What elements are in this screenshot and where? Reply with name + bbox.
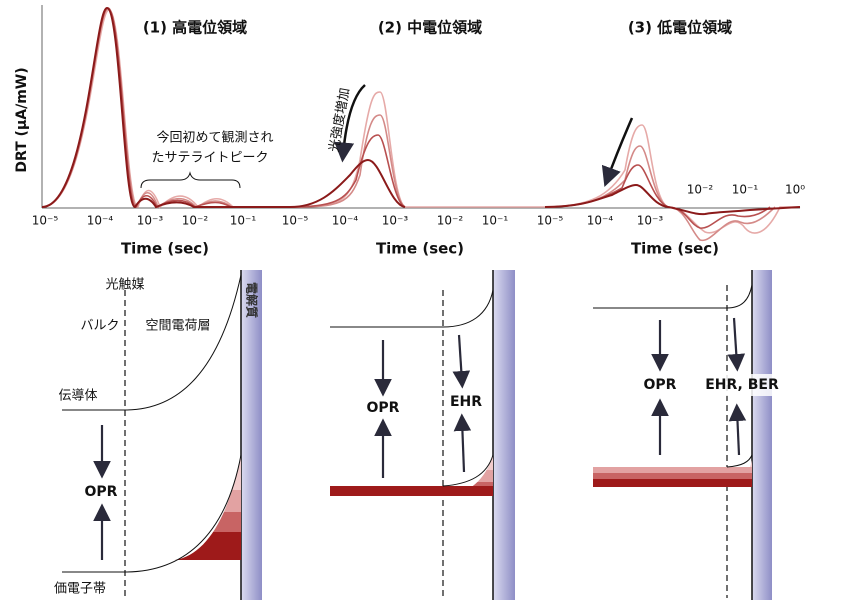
- x-tick-label: 10⁻¹: [482, 214, 509, 228]
- annotation: たサテライトピーク: [151, 151, 268, 166]
- label: バルク: [80, 319, 119, 334]
- x-tick-label: 10⁻³: [137, 214, 164, 228]
- x-axis-label: Time (sec): [121, 240, 209, 258]
- panel-title: (1) 高電位領域: [143, 19, 247, 37]
- label: 空間電荷層: [145, 319, 210, 334]
- label: OPR: [644, 377, 677, 393]
- label: OPR: [367, 400, 400, 416]
- x-tick-label: 10⁻⁴: [87, 214, 114, 228]
- label: 価電子帯: [54, 582, 106, 597]
- label: 伝導体: [58, 389, 97, 404]
- label: EHR: [450, 394, 482, 410]
- x-tick-label: 10⁻³: [637, 214, 664, 228]
- x-tick-label: 10⁻¹: [732, 183, 759, 197]
- label: 電解質: [245, 282, 260, 318]
- label: OPR: [85, 484, 118, 500]
- label: EHR, BER: [705, 377, 779, 393]
- drt-curves: [41, 6, 801, 241]
- x-tick-label: 10⁻³: [382, 214, 409, 228]
- x-axis-label: Time (sec): [376, 240, 464, 258]
- band-diagram: [330, 270, 515, 600]
- x-axis-label: Time (sec): [631, 240, 719, 258]
- annotation: 今回初めて観測され: [156, 130, 273, 146]
- brace: [140, 171, 241, 189]
- y-axis-label: DRT (μA/mW): [14, 67, 30, 172]
- x-tick-label: 10⁻⁵: [537, 214, 564, 228]
- x-tick-label: 10⁻¹: [230, 214, 257, 228]
- tick-labels: 10⁻⁵ 10⁻⁴ 10⁻³ 10⁻² 10⁻¹ 10⁻⁵ 10⁻⁴ 10⁻³ 10⁻² 10⁻¹…: [32, 183, 805, 228]
- panel-title: (3) 低電位領域: [628, 19, 732, 37]
- x-tick-label: 10⁻⁴: [332, 214, 359, 228]
- x-tick-label: 10⁰: [785, 183, 805, 197]
- x-tick-label: 10⁻⁵: [282, 214, 309, 228]
- label: 光触媒: [105, 278, 144, 293]
- arrow: [334, 84, 366, 163]
- x-tick-label: 10⁻⁵: [32, 214, 59, 228]
- arrow: [601, 117, 634, 188]
- x-tick-label: 10⁻⁴: [587, 214, 614, 228]
- panel-title: (2) 中電位領域: [378, 19, 482, 37]
- x-tick-label: 10⁻²: [437, 214, 464, 228]
- band-diagram: [593, 270, 788, 600]
- x-tick-label: 10⁻²: [687, 183, 714, 197]
- x-tick-label: 10⁻²: [182, 214, 209, 228]
